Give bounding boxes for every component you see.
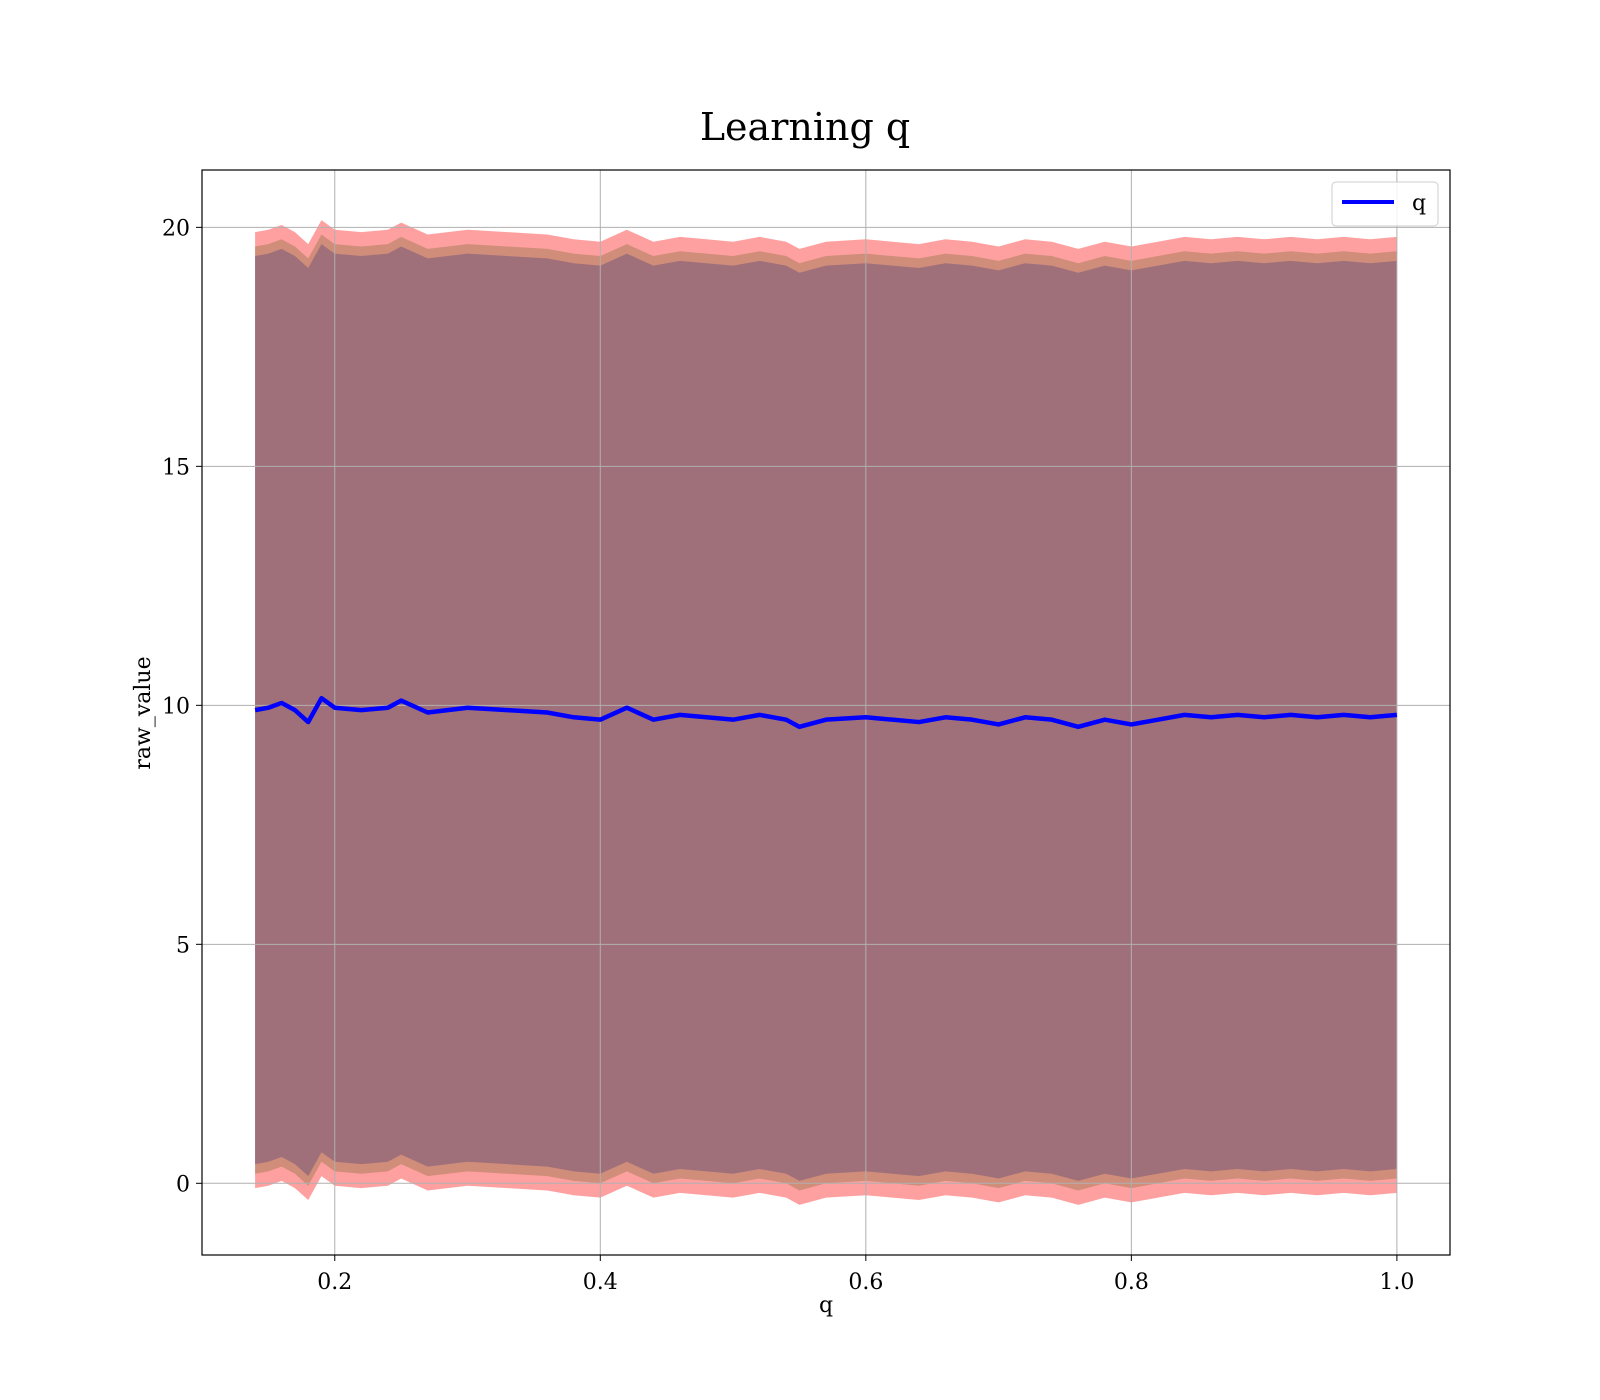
series-line-q [254, 695, 1398, 730]
plot-area-frame [201, 169, 1451, 1256]
y-tick-label-4: 20 [162, 216, 190, 241]
series-lines [254, 695, 1398, 730]
y-axis-ticks: 0 5 10 15 20 [162, 216, 202, 1197]
x-axis-label: q [819, 1293, 833, 1318]
y-tick-label-0: 0 [176, 1172, 190, 1197]
legend: q [1331, 181, 1439, 227]
x-tick-label-3: 0.8 [1114, 1270, 1149, 1295]
y-tick-label-1: 5 [176, 933, 190, 958]
x-tick-label-4: 1.0 [1379, 1270, 1414, 1295]
y-tick-label-3: 15 [162, 455, 190, 480]
x-axis-ticks: 0.2 0.4 0.6 0.8 1.0 [317, 1255, 1414, 1295]
x-tick-label-2: 0.6 [848, 1270, 883, 1295]
y-tick-label-2: 10 [162, 694, 190, 719]
x-tick-label-1: 0.4 [583, 1270, 618, 1295]
y-axis-label: raw_value [131, 656, 156, 769]
legend-label-q: q [1412, 191, 1426, 216]
chart-title: Learning q [700, 105, 910, 149]
grid-lines [202, 170, 1450, 1255]
band-2 [255, 244, 1397, 1181]
x-tick-label-0: 0.2 [317, 1270, 352, 1295]
